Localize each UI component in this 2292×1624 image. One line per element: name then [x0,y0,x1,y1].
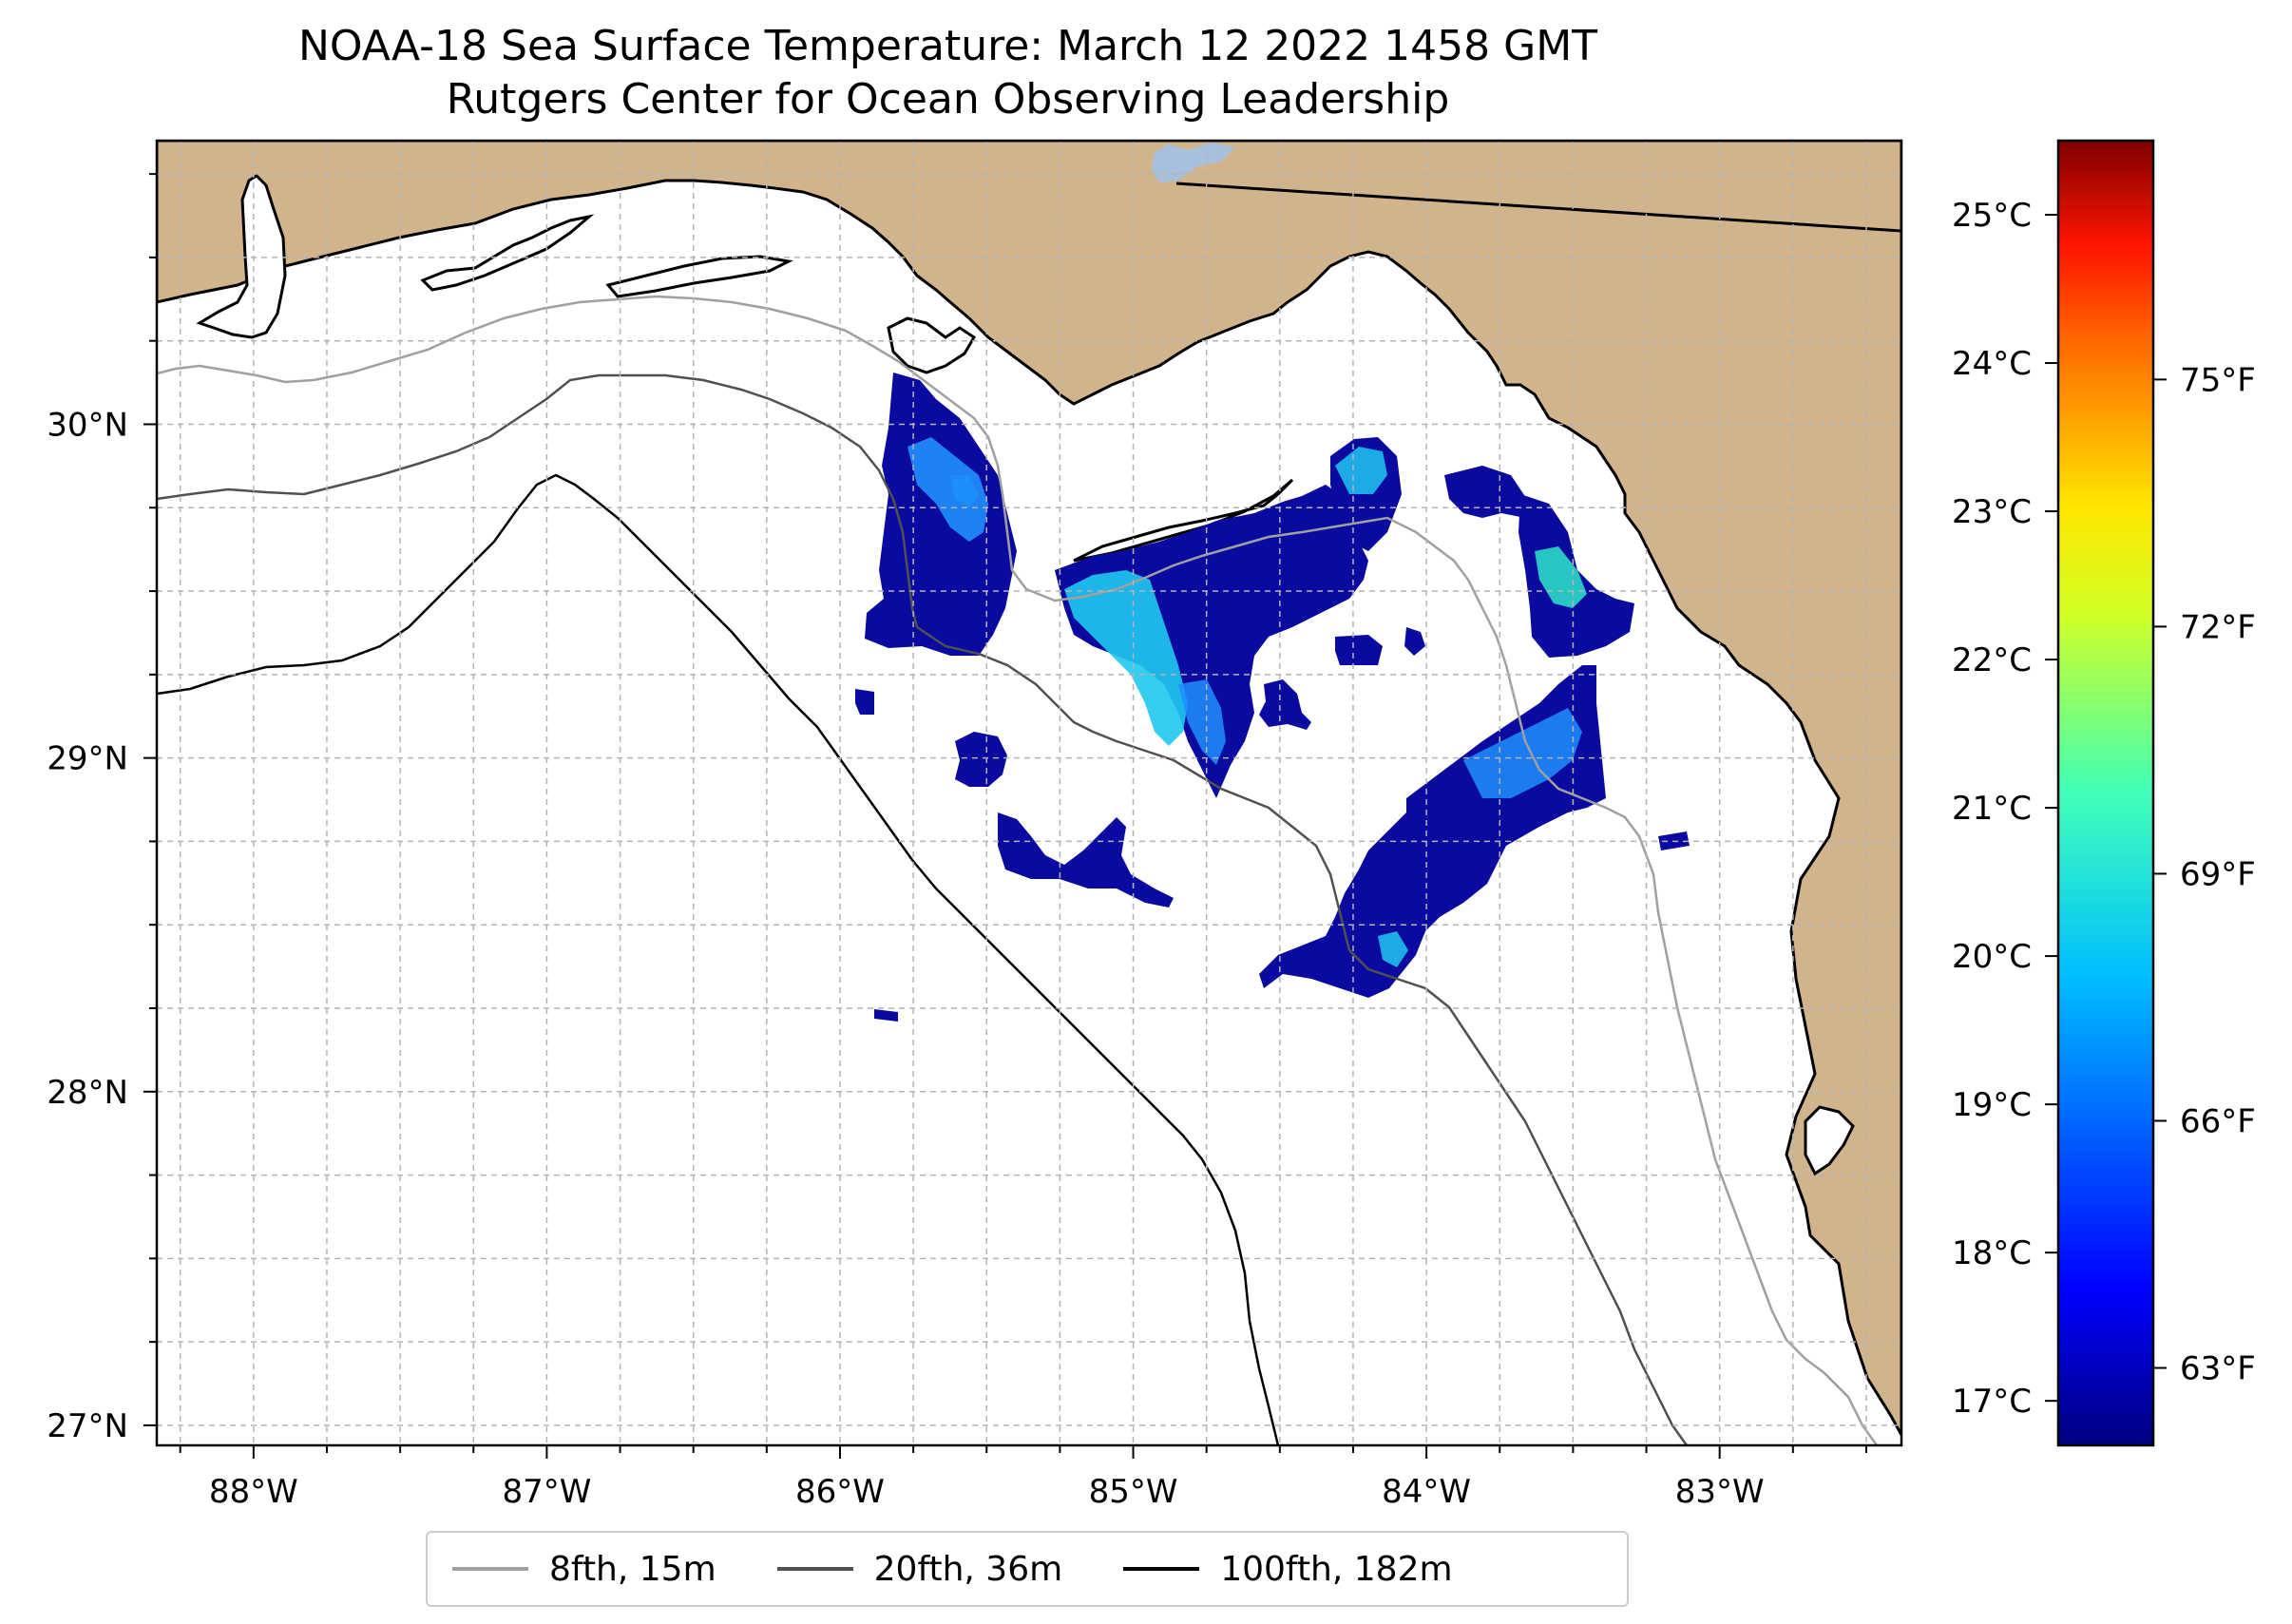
colorbar-c-label: 18°C [1952,1234,2032,1272]
sst-warm-zone-8 [1378,931,1408,967]
contour-8fth [157,295,1879,1445]
legend-item-8fth: 8fth, 15m [452,1550,716,1589]
state-border [1175,182,1901,233]
inland-lake [1152,143,1235,182]
legend-label-100fth: 100fth, 182m [1220,1549,1453,1589]
sst-warm-zone-6 [1463,708,1582,798]
map-subtitle: Rutgers Center for Ocean Observing Leade… [446,75,1450,124]
colorbar-c-label: 24°C [1952,345,2032,383]
lon-tick-label: 85°W [1089,1473,1178,1511]
sst-warm-zone-3 [1178,679,1226,765]
st-andrew-bay [887,316,977,374]
lon-tick-label: 83°W [1675,1473,1765,1511]
lat-tick-label: 28°N [47,1074,128,1112]
colorbar-f-label: 63°F [2180,1350,2256,1388]
lon-tick-label: 84°W [1382,1473,1471,1511]
legend-swatch-8fth [452,1567,528,1571]
colorbar-f-label: 72°F [2180,608,2256,646]
land-region [157,141,1901,1436]
colorbar-c-label: 19°C [1952,1086,2032,1124]
depth-legend: 8fth, 15m 20fth, 36m 100fth, 182m [426,1531,1629,1607]
colorbar-c-label: 20°C [1952,938,2032,976]
map-frame [155,139,1903,1447]
legend-label-20fth: 20fth, 36m [873,1549,1063,1589]
contour-20fth [157,373,1689,1445]
sst-warm-zone-5 [1535,546,1587,608]
legend-label-8fth: 8fth, 15m [549,1549,716,1589]
colorbar-c-label: 17°C [1952,1383,2032,1421]
lon-tick-label: 87°W [502,1473,591,1511]
colorbar-f-label: 66°F [2180,1102,2256,1140]
legend-swatch-20fth [776,1567,853,1571]
sst-warm-zone-1 [907,437,988,542]
sst-warm-zone-7 [950,475,979,508]
lon-tick-label: 86°W [795,1473,885,1511]
legend-swatch-100fth [1123,1567,1200,1571]
sst-warm-zone-2 [1064,570,1188,746]
colorbar [2056,139,2155,1447]
choctawhatchee-bay [605,255,793,298]
legend-item-100fth: 100fth, 182m [1123,1549,1453,1589]
lat-tick-label: 27°N [47,1407,128,1445]
colorbar-c-label: 25°C [1952,197,2032,235]
sst-warm-zone-4 [1335,447,1387,494]
contour-100fth [157,473,1280,1445]
sst-patch-small [855,627,1690,1022]
colorbar-f-label: 75°F [2180,361,2256,399]
colorbar-c-label: 23°C [1952,493,2032,531]
apalachicola-bay [1073,478,1294,563]
lat-tick-label: 29°N [47,740,128,778]
tampa-bay [1804,1105,1855,1176]
colorbar-c-label: 21°C [1952,790,2032,828]
lon-tick-label: 88°W [209,1473,298,1511]
colorbar-f-label: 69°F [2180,855,2256,893]
legend-item-20fth: 20fth, 36m [776,1549,1063,1589]
pensacola-bay [420,214,595,292]
colorbar-c-label: 22°C [1952,641,2032,679]
mobile-bay [196,174,287,339]
sst-patch-west [865,373,1017,656]
map-title: NOAA-18 Sea Surface Temperature: March 1… [297,22,1598,70]
lat-tick-label: 30°N [47,406,128,444]
